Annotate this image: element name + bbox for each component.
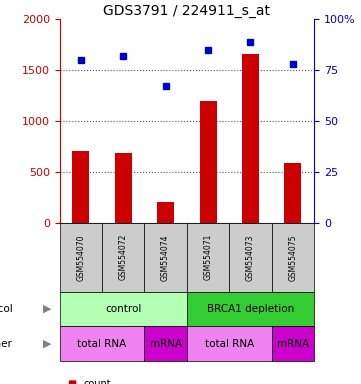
Text: BRCA1 depletion: BRCA1 depletion <box>207 304 294 314</box>
Bar <box>115 152 132 223</box>
Bar <box>284 163 301 223</box>
Bar <box>242 54 259 223</box>
Text: GSM554071: GSM554071 <box>204 234 213 280</box>
Text: total RNA: total RNA <box>77 339 127 349</box>
Text: ▶: ▶ <box>43 339 51 349</box>
Text: other: other <box>0 339 13 349</box>
Text: GSM554073: GSM554073 <box>246 234 255 281</box>
Text: GSM554074: GSM554074 <box>161 234 170 281</box>
Text: total RNA: total RNA <box>205 339 254 349</box>
Text: count: count <box>83 379 111 384</box>
Text: GSM554075: GSM554075 <box>288 234 297 281</box>
Text: GSM554072: GSM554072 <box>119 234 128 280</box>
Title: GDS3791 / 224911_s_at: GDS3791 / 224911_s_at <box>103 4 270 18</box>
Text: GSM554070: GSM554070 <box>76 234 85 281</box>
Bar <box>200 101 217 223</box>
Text: ■: ■ <box>67 379 76 384</box>
Text: ▶: ▶ <box>43 304 51 314</box>
Bar <box>157 202 174 223</box>
Text: control: control <box>105 304 142 314</box>
Text: protocol: protocol <box>0 304 13 314</box>
Text: mRNA: mRNA <box>277 339 309 349</box>
Text: mRNA: mRNA <box>149 339 182 349</box>
Bar <box>72 152 89 223</box>
